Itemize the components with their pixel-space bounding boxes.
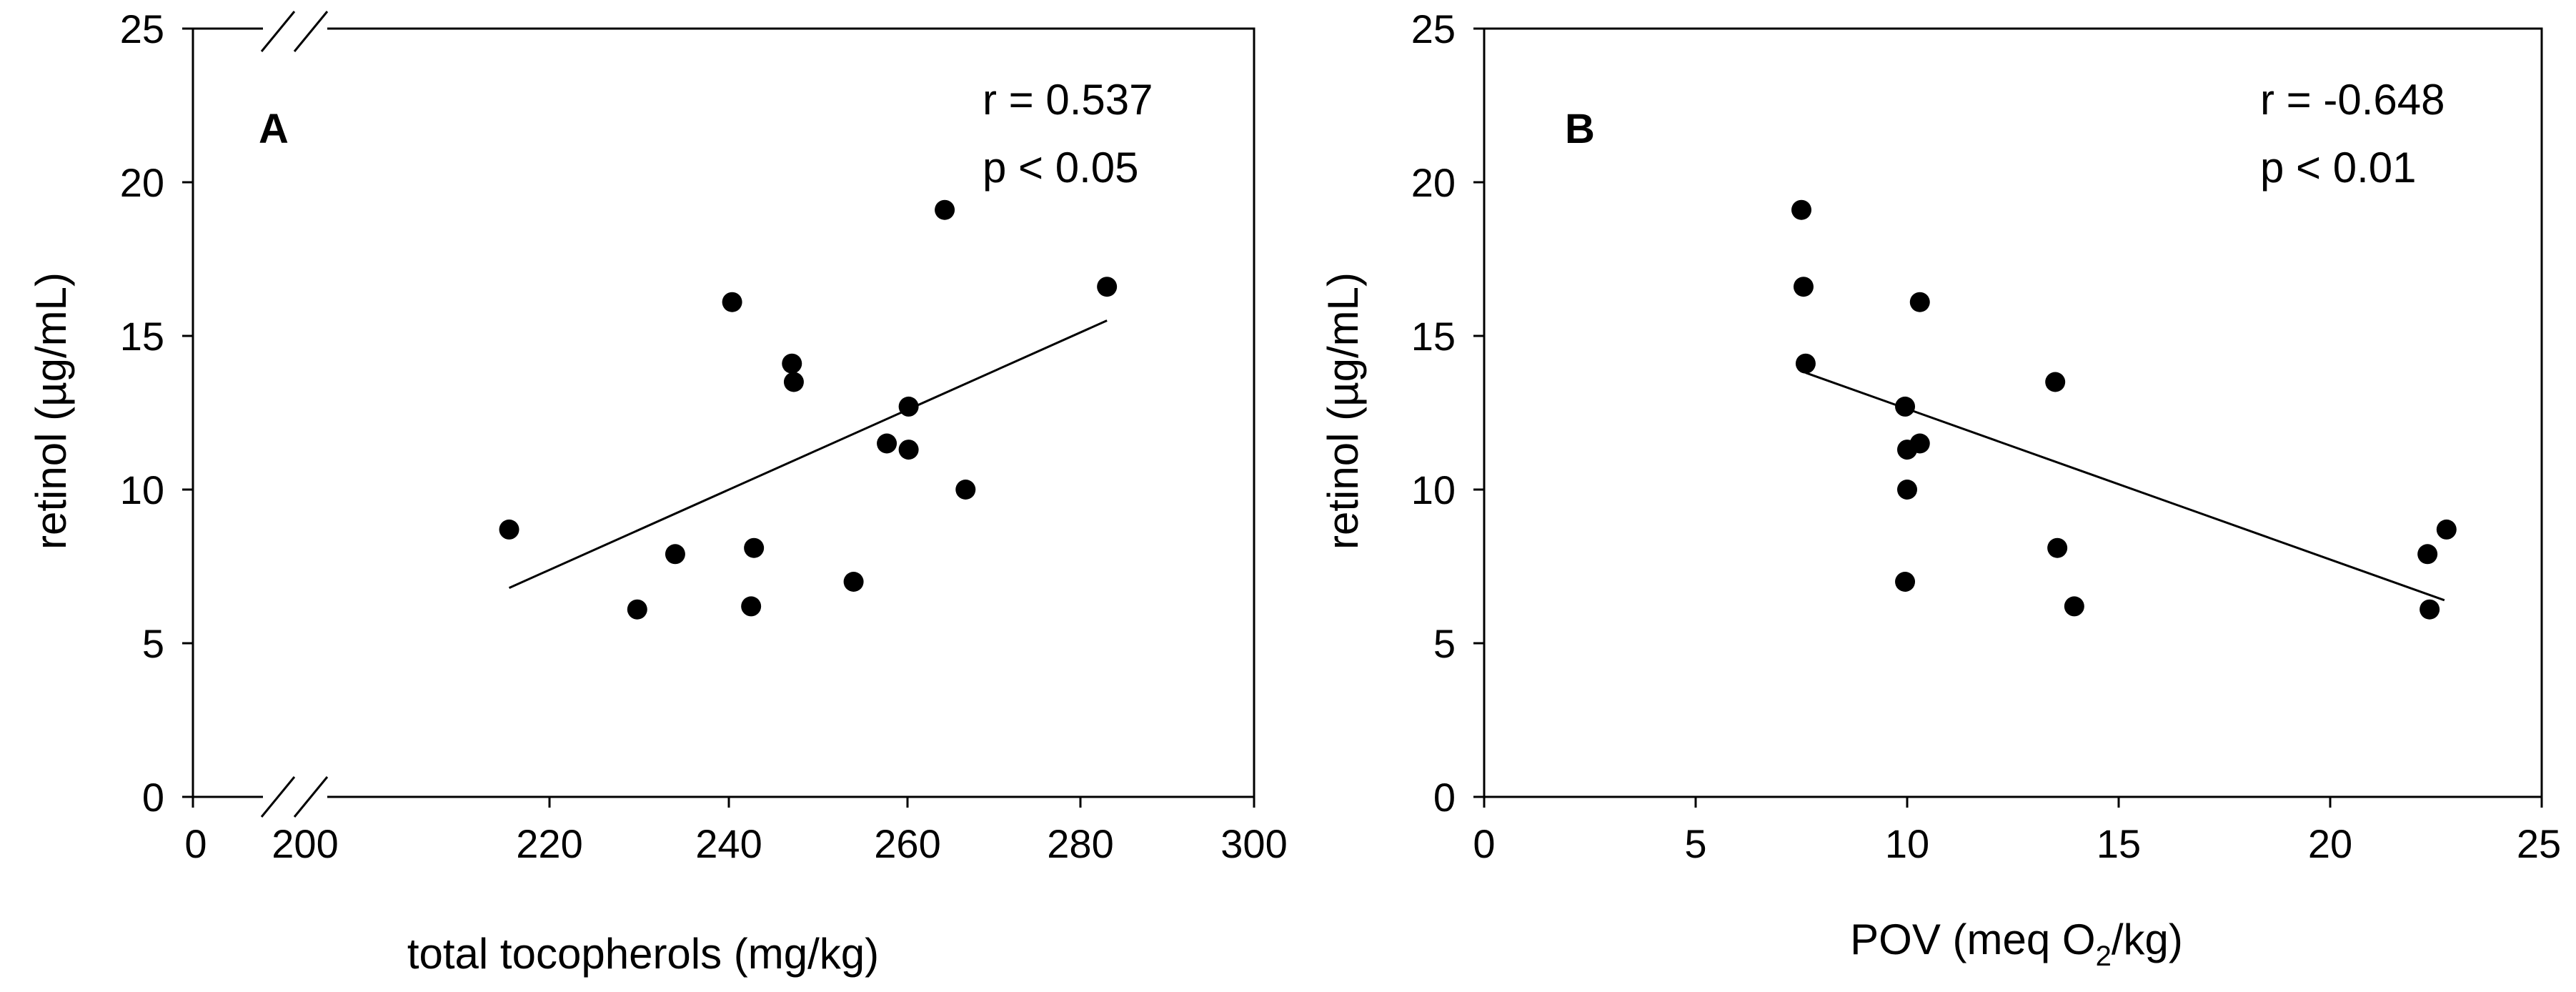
x-tick-label: 200 xyxy=(272,821,338,866)
panel-a-y-axis-title: retinol (µg/mL) xyxy=(27,272,75,550)
panel-b-data-point xyxy=(2047,537,2068,558)
panel-b-plot-area xyxy=(1483,27,2543,798)
panel-b-data-point xyxy=(1909,433,1930,454)
panel-a-break-mark xyxy=(260,11,296,52)
x-tick-label: 25 xyxy=(2517,821,2561,866)
panel-a-marks xyxy=(499,199,1118,620)
panel-a-y-ticks: 0 5 10 15 20 25 xyxy=(120,6,193,820)
x-tick-label: 20 xyxy=(2308,821,2352,866)
x-tick-label: 0 xyxy=(1473,821,1495,866)
panel-b-marks xyxy=(1791,199,2457,620)
x-tick-label: 5 xyxy=(1684,821,1706,866)
panel-a-data-point xyxy=(499,519,519,540)
panel-a-label: A xyxy=(259,106,289,152)
panel-b-data-point xyxy=(1791,199,1811,220)
x-tick-label: 0 xyxy=(184,821,207,866)
x-tick-label: 300 xyxy=(1220,821,1287,866)
x-tick-label: 240 xyxy=(695,821,762,866)
panel-b-data-point xyxy=(2436,519,2457,540)
panel-a-x-axis-title: total tocopherols (mg/kg) xyxy=(407,930,879,978)
y-tick-label: 25 xyxy=(120,6,164,51)
y-tick-label: 5 xyxy=(1433,621,1456,666)
y-tick-label: 10 xyxy=(1411,467,1456,512)
panel-a-plot-area xyxy=(192,27,1255,798)
panel-b-data-point xyxy=(2064,596,2084,617)
panel-b-data-point xyxy=(1897,480,1917,500)
panel-a-break-mark xyxy=(260,776,296,818)
panel-b-data-point xyxy=(2045,372,2066,392)
y-tick-label: 10 xyxy=(120,467,164,512)
panel-b-data-point xyxy=(1895,396,1916,417)
x-tick-label: 10 xyxy=(1885,821,1929,866)
panel-b-x-ticks: 0 5 10 15 20 25 xyxy=(1473,797,2561,866)
x-axis-title-suffix: /kg) xyxy=(2112,916,2183,963)
panel-b-data-point xyxy=(2420,599,2440,620)
panel-a-x-ticks: 0 200 220 240 260 280 300 xyxy=(184,797,1288,866)
panel-a-data-point xyxy=(744,537,765,558)
panel-a-p-value: p < 0.05 xyxy=(983,144,1139,192)
panel-b-data-point xyxy=(2417,544,2438,565)
panel-a-data-point xyxy=(782,353,802,374)
panel-a-break-gap-top xyxy=(263,21,327,37)
y-tick-label: 25 xyxy=(1411,6,1456,51)
x-tick-label: 280 xyxy=(1047,821,1113,866)
panel-b-y-axis-title: retinol (µg/mL) xyxy=(1319,272,1367,550)
panel-b-label: B xyxy=(1565,106,1595,152)
panel-b-y-ticks: 0 5 10 15 20 25 xyxy=(1411,6,1484,820)
panel-b-p-value: p < 0.01 xyxy=(2260,144,2417,192)
panel-a-data-point xyxy=(627,599,647,620)
panel-b-data-point xyxy=(1895,572,1916,592)
panel-b-r-value: r = -0.648 xyxy=(2260,76,2445,124)
panel-a: 0 5 10 15 20 25 0 200 220 240 260 280 30… xyxy=(27,6,1288,978)
panel-a-break-mark xyxy=(293,11,329,52)
x-tick-label: 15 xyxy=(2097,821,2141,866)
y-tick-label: 15 xyxy=(120,314,164,359)
panel-b-x-axis-title: POV (meq O2/kg) xyxy=(1850,916,2183,972)
y-tick-label: 20 xyxy=(1411,160,1456,205)
x-tick-label: 220 xyxy=(516,821,582,866)
panel-a-break-gap-bottom xyxy=(263,789,327,805)
panel-a-data-point xyxy=(843,572,864,592)
panel-a-data-point xyxy=(935,199,955,220)
panel-b-data-point xyxy=(1793,277,1814,297)
panel-b: 0 5 10 15 20 25 0 5 10 15 20 25 POV (meq… xyxy=(1319,6,2561,972)
panel-a-data-point xyxy=(741,596,762,617)
y-tick-label: 5 xyxy=(142,621,164,666)
panel-a-data-point xyxy=(1097,277,1118,297)
panel-b-data-point xyxy=(1909,292,1930,312)
panel-a-r-value: r = 0.537 xyxy=(983,76,1153,124)
x-axis-title-main: POV (meq O xyxy=(1850,916,2095,963)
x-axis-title-subscript: 2 xyxy=(2096,941,2112,972)
y-tick-label: 0 xyxy=(142,775,164,820)
panel-a-trendline xyxy=(508,319,1108,589)
panel-a-data-point xyxy=(665,544,685,565)
panel-a-data-point xyxy=(783,372,804,392)
panel-a-break-mark xyxy=(293,776,329,818)
y-tick-label: 15 xyxy=(1411,314,1456,359)
panel-a-data-point xyxy=(955,480,976,500)
panel-b-data-point xyxy=(1795,353,1816,374)
y-tick-label: 0 xyxy=(1433,775,1456,820)
panel-a-data-point xyxy=(898,396,919,417)
panel-a-data-point xyxy=(898,440,919,460)
panel-a-data-point xyxy=(722,292,742,312)
panel-a-data-point xyxy=(877,433,897,454)
x-tick-label: 260 xyxy=(874,821,940,866)
y-tick-label: 20 xyxy=(120,160,164,205)
